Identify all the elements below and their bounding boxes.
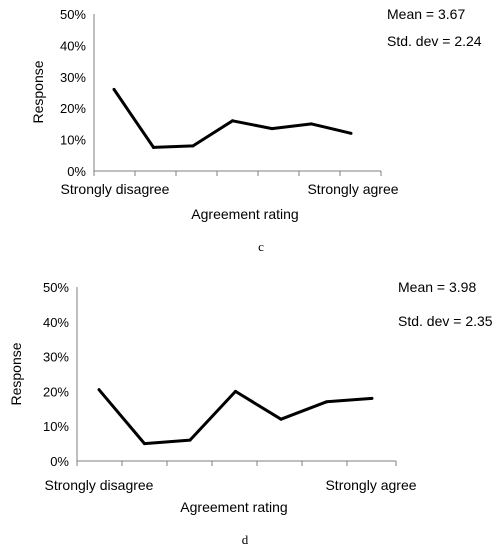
chart-d-x-start-label: Strongly disagree [45, 477, 154, 493]
chart-c-ytick-label: 40% [60, 38, 86, 53]
chart-c-stddev-annotation: Std. dev = 2.24 [387, 33, 482, 49]
chart-c-xlabel: Agreement rating [191, 206, 298, 222]
chart-d: 0% 10% 20% 30% 40% 50% Response Agreement rat… [8, 279, 493, 547]
chart-d-data-point [143, 442, 146, 446]
chart-d-x-end-label: Strongly agree [325, 477, 416, 493]
chart-c-data-point [191, 144, 195, 148]
chart-c-ytick-label: 10% [60, 133, 86, 148]
chart-c-data-point [310, 122, 313, 126]
chart-c-x-start-label: Strongly disagree [61, 181, 170, 197]
chart-c-data-point [349, 131, 353, 135]
chart-c-ytick-label: 50% [60, 7, 86, 22]
chart-d-ytick-label: 20% [43, 384, 69, 399]
chart-c: 0% 10% 20% 30% 40% 50% Response Agreement rat… [30, 6, 482, 254]
chart-d-ytick-label: 40% [43, 315, 69, 330]
chart-d-data-point [234, 389, 237, 393]
chart-d-caption: d [242, 532, 249, 547]
chart-c-series-line [112, 88, 352, 149]
chart-d-xlabel: Agreement rating [180, 499, 287, 515]
chart-d-stddev-annotation: Std. dev = 2.35 [398, 313, 493, 329]
chart-c-ytick-label: 0% [67, 164, 86, 179]
chart-d-ytick-label: 10% [43, 419, 69, 434]
chart-d-series-line [97, 388, 373, 446]
chart-c-data-point [270, 127, 274, 131]
chart-c-ylabel: Response [30, 60, 46, 123]
chart-d-mean-annotation: Mean = 3.98 [398, 279, 476, 295]
chart-d-ytick-label: 30% [43, 350, 69, 365]
chart-d-ytick-label: 0% [50, 454, 69, 469]
chart-d-data-point [97, 388, 101, 392]
chart-d-ylabel: Response [8, 342, 24, 405]
chart-d-data-point [325, 400, 328, 404]
chart-c-data-point [231, 119, 234, 123]
chart-d-data-point [188, 438, 192, 442]
chart-c-ytick-label: 30% [60, 70, 86, 85]
chart-d-data-point [370, 396, 374, 400]
chart-c-x-end-label: Strongly agree [307, 181, 398, 197]
chart-c-data-point [112, 87, 116, 91]
chart-d-data-point [279, 417, 283, 421]
chart-c-data-point [152, 145, 155, 149]
chart-d-ytick-label: 50% [43, 280, 69, 295]
chart-c-caption: c [258, 239, 264, 254]
chart-c-mean-annotation: Mean = 3.67 [387, 6, 465, 22]
chart-c-ytick-label: 20% [60, 101, 86, 116]
